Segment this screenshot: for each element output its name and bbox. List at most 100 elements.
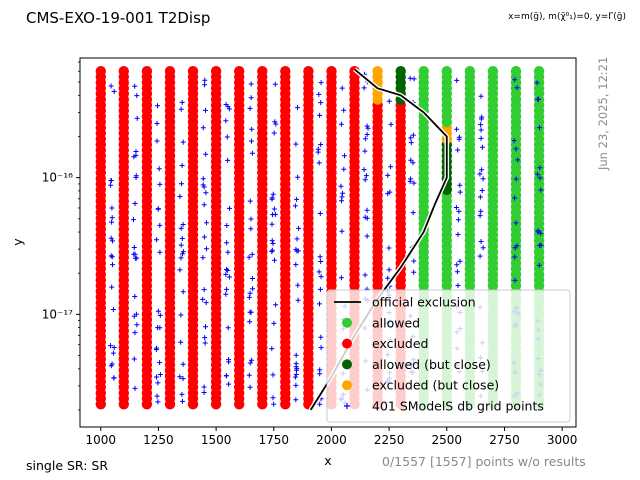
grid-point-marker xyxy=(108,253,114,259)
point-allowed xyxy=(441,66,452,77)
grid-point-marker xyxy=(109,215,115,221)
grid-point-marker xyxy=(318,100,324,106)
grid-point-marker xyxy=(362,272,368,278)
x-tick-label: 2000 xyxy=(316,433,347,447)
grid-point-marker xyxy=(180,289,186,295)
legend-swatch-plus xyxy=(344,403,350,409)
grid-point-marker xyxy=(362,214,368,220)
grid-point-marker xyxy=(225,157,231,163)
grid-point-marker xyxy=(512,77,518,83)
point-excluded xyxy=(164,66,176,77)
legend-swatch-dot xyxy=(342,317,352,328)
legend: official exclusion allowed excluded allowed… xyxy=(326,289,571,423)
grid-point-marker xyxy=(388,121,394,127)
grid-point-marker xyxy=(453,205,459,210)
grid-point-marker xyxy=(455,147,461,153)
point-excluded-close xyxy=(372,66,383,77)
grid-point-marker xyxy=(177,374,183,380)
grid-point-marker xyxy=(247,290,253,296)
grid-point-marker xyxy=(178,225,184,231)
grid-point-marker xyxy=(108,178,114,183)
legend-entry-label: allowed (but close) xyxy=(372,357,491,372)
point-excluded xyxy=(210,66,222,77)
grid-point-marker xyxy=(180,361,186,367)
grid-point-marker xyxy=(386,98,392,104)
point-allowed xyxy=(418,66,429,77)
point-excluded xyxy=(280,66,291,77)
grid-point-marker xyxy=(178,255,184,261)
grid-point-marker xyxy=(155,308,161,314)
grid-point-marker xyxy=(178,106,184,112)
grid-point-marker xyxy=(295,297,301,303)
point-excluded xyxy=(187,66,199,77)
grid-point-marker xyxy=(341,107,347,113)
grid-point-marker xyxy=(201,384,207,390)
x-tick-label: 3000 xyxy=(547,433,578,447)
grid-point-marker xyxy=(296,225,302,231)
grid-point-marker xyxy=(457,189,463,195)
grid-point-marker xyxy=(295,174,301,180)
grid-point-marker xyxy=(408,140,414,146)
grid-point-marker xyxy=(179,391,185,397)
x-tick-label: 1500 xyxy=(201,433,232,447)
grid-point-marker xyxy=(155,399,161,405)
grid-point-marker xyxy=(110,262,115,268)
grid-point-marker xyxy=(385,275,391,281)
grid-point-marker xyxy=(180,249,186,255)
legend-swatch-dot xyxy=(342,380,352,391)
grid-point-marker xyxy=(364,207,370,213)
plot-frame xyxy=(79,57,577,428)
grid-point-marker xyxy=(479,188,485,193)
grid-point-marker xyxy=(203,190,209,196)
grid-point-marker xyxy=(317,112,323,118)
grid-point-marker xyxy=(455,217,461,223)
grid-point-marker xyxy=(223,271,229,277)
grid-point-marker xyxy=(535,171,541,177)
grid-point-marker xyxy=(454,262,460,268)
grid-point-marker xyxy=(134,115,140,121)
grid-point-marker xyxy=(408,135,414,141)
grid-point-marker xyxy=(248,226,254,232)
grid-point-marker xyxy=(180,376,186,382)
grid-point-marker xyxy=(134,93,140,99)
grid-point-marker xyxy=(224,134,230,140)
grid-point-marker xyxy=(478,208,484,214)
x-tick-label: 2750 xyxy=(489,433,520,447)
grid-point-marker xyxy=(410,210,416,216)
grid-point-marker xyxy=(203,300,209,306)
grid-point-marker xyxy=(295,248,301,254)
grid-point-marker xyxy=(538,230,544,236)
grid-point-marker xyxy=(204,246,209,252)
grid-point-marker xyxy=(364,233,370,239)
grid-point-marker xyxy=(537,175,543,181)
grid-point-marker xyxy=(514,85,520,91)
grid-point-marker xyxy=(132,294,138,299)
grid-point-marker xyxy=(411,76,417,82)
grid-point-marker xyxy=(317,286,323,292)
grid-point-marker xyxy=(292,374,298,380)
grid-point-marker xyxy=(111,345,117,350)
grid-point-marker xyxy=(536,262,542,268)
grid-point-marker xyxy=(131,356,137,362)
point-excluded xyxy=(303,66,314,77)
legend-entry-label: excluded xyxy=(372,336,428,351)
grid-point-marker xyxy=(293,382,299,388)
grid-point-marker xyxy=(177,267,183,273)
grid-point-marker xyxy=(271,401,277,407)
grid-point-marker xyxy=(387,189,393,195)
grid-point-marker xyxy=(179,163,185,168)
grid-point-marker xyxy=(339,198,344,204)
grid-point-marker xyxy=(513,176,519,182)
grid-point-marker xyxy=(293,397,299,403)
grid-point-marker xyxy=(247,198,253,204)
grid-point-marker xyxy=(200,125,206,131)
legend-swatch-dot xyxy=(342,359,352,370)
grid-point-marker xyxy=(386,267,392,273)
grid-point-marker xyxy=(317,254,323,260)
grid-point-marker xyxy=(131,217,136,223)
grid-point-marker xyxy=(456,208,462,214)
grid-point-marker xyxy=(479,167,485,173)
grid-point-marker xyxy=(411,180,417,186)
grid-point-marker xyxy=(269,238,275,244)
